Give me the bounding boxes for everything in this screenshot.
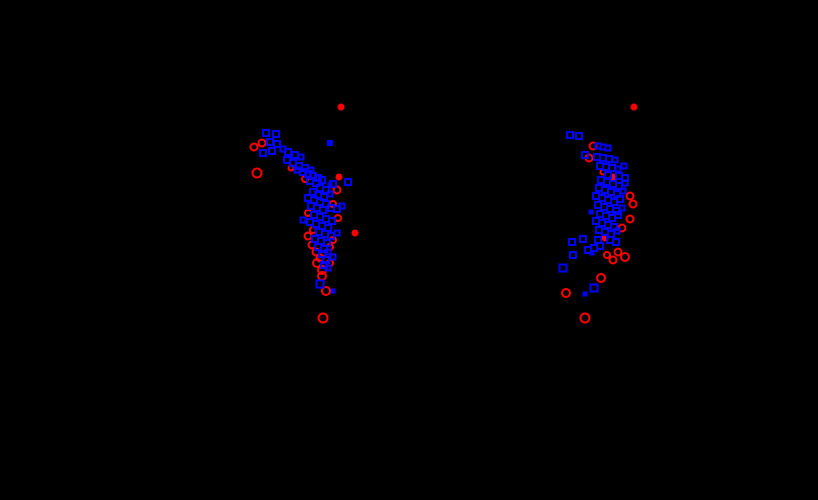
- open-circle-marker: [613, 247, 623, 257]
- open-square-marker: [272, 130, 280, 138]
- open-circle-marker: [620, 252, 630, 262]
- open-square-marker: [338, 202, 346, 210]
- open-square-marker: [614, 211, 622, 219]
- open-circle-marker: [608, 255, 618, 265]
- open-square-marker: [575, 132, 583, 140]
- open-circle-marker: [257, 138, 267, 148]
- open-square-marker: [612, 238, 620, 246]
- open-square-marker: [329, 253, 337, 261]
- open-square-marker: [268, 147, 276, 155]
- open-square-marker: [299, 216, 307, 224]
- open-square-marker: [324, 248, 332, 256]
- filled-circle-marker: [630, 103, 638, 111]
- open-square-marker: [581, 151, 589, 159]
- filled-square-marker: [327, 140, 333, 146]
- open-square-marker: [297, 153, 305, 161]
- open-square-marker: [262, 129, 270, 137]
- open-square-marker: [558, 263, 568, 273]
- open-square-marker: [318, 176, 326, 184]
- open-circle-marker: [628, 199, 638, 209]
- open-circle-marker: [249, 142, 259, 152]
- filled-square-marker: [582, 291, 588, 297]
- filled-circle-marker: [335, 173, 343, 181]
- open-square-marker: [579, 235, 587, 243]
- open-circle-marker: [625, 191, 635, 201]
- open-square-marker: [604, 144, 612, 152]
- open-circle-marker: [603, 251, 611, 259]
- filled-square-marker: [588, 209, 594, 215]
- open-square-marker: [326, 190, 334, 198]
- open-square-marker: [273, 140, 281, 148]
- open-square-marker: [589, 283, 599, 293]
- filled-circle-marker: [337, 103, 345, 111]
- open-square-marker: [566, 131, 574, 139]
- open-square-marker: [613, 227, 621, 235]
- open-square-marker: [569, 251, 577, 259]
- open-circle-marker: [321, 286, 331, 296]
- open-square-marker: [259, 149, 267, 157]
- open-circle-marker: [625, 214, 635, 224]
- open-square-marker: [621, 179, 629, 187]
- open-circle-marker: [317, 312, 329, 324]
- marker-layer: [249, 103, 638, 324]
- open-square-marker: [568, 238, 576, 246]
- open-circle-marker: [579, 312, 591, 324]
- open-square-marker: [344, 178, 352, 186]
- open-square-marker: [333, 229, 341, 237]
- open-square-marker: [611, 156, 619, 164]
- open-square-marker: [324, 264, 332, 272]
- open-square-marker: [293, 166, 301, 174]
- open-circle-marker: [251, 167, 263, 179]
- open-square-marker: [618, 204, 626, 212]
- open-square-marker: [620, 162, 628, 170]
- filled-circle-marker: [351, 229, 359, 237]
- open-square-marker: [329, 180, 337, 188]
- open-square-marker: [315, 279, 325, 289]
- open-square-marker: [596, 242, 604, 250]
- open-square-marker: [616, 195, 624, 203]
- open-circle-marker: [561, 288, 571, 298]
- open-circle-marker: [596, 273, 606, 283]
- open-square-marker: [619, 187, 627, 195]
- filled-square-marker: [330, 288, 336, 294]
